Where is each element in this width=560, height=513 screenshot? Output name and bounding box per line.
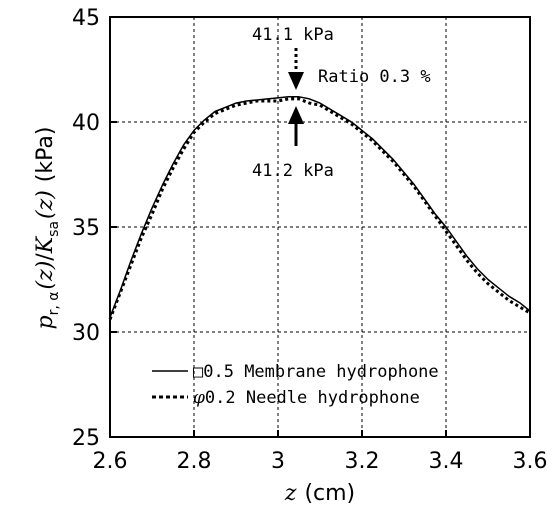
ticks: 2.6 2.8 3 3.2 3.4 3.6 25 30 35 40 45 — [72, 6, 548, 474]
annotation-top-label: 41.1 kPa — [252, 25, 334, 45]
x-tick-label: 2.8 — [177, 449, 212, 474]
y-tick-label: 40 — [72, 111, 100, 136]
x-tick-label: 3 — [271, 449, 285, 474]
legend: □0.5 Membrane hydrophone φ0.2 Needle hyd… — [152, 362, 439, 408]
annotation-ratio-label: Ratio 0.3 % — [318, 67, 431, 87]
series-line-membrane — [109, 96, 531, 318]
legend-symbol-square: □ — [193, 362, 204, 382]
y-tick-label: 25 — [72, 426, 100, 451]
x-tick-label: 3.2 — [345, 449, 380, 474]
series-line-needle — [108, 97, 531, 320]
y-tick-label: 30 — [72, 321, 100, 346]
y-tick-label: 35 — [72, 216, 100, 241]
x-axis-label: z (cm) — [284, 481, 355, 506]
y-tick-label: 45 — [72, 6, 100, 31]
legend-label-needle: φ0.2 Needle hydrophone — [193, 388, 420, 408]
series-lines — [108, 96, 531, 320]
x-tick-label: 2.6 — [93, 449, 128, 474]
annotations: 41.1 kPa Ratio 0.3 % 41.2 kPa — [252, 25, 431, 181]
x-tick-label: 3.6 — [513, 449, 548, 474]
annotation-bottom-label: 41.2 kPa — [252, 161, 334, 181]
legend-text-membrane: 0.5 Membrane hydrophone — [203, 362, 438, 382]
y-axis-label: pr, α(z)/Ksa(z)(kPa) — [33, 127, 62, 330]
arrow-down-icon — [288, 72, 304, 90]
legend-label-membrane: □0.5 Membrane hydrophone — [193, 362, 439, 382]
legend-text-needle: 0.2 Needle hydrophone — [205, 388, 420, 408]
arrow-up-icon — [288, 106, 304, 124]
legend-symbol-phi: φ — [193, 388, 205, 408]
x-tick-label: 3.4 — [429, 449, 464, 474]
